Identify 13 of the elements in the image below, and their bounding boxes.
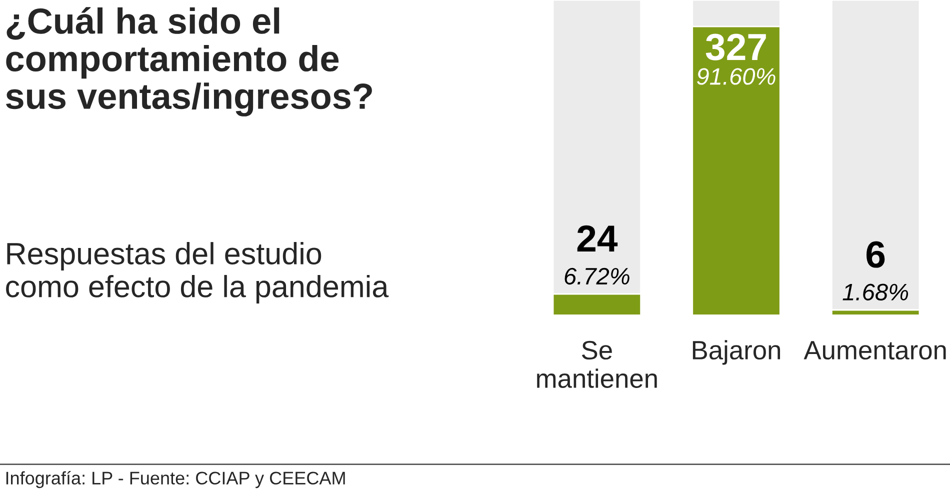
- text: Infografía: LP - Fuente: CCIAP y CEECAM: [6, 471, 345, 488]
- x-tick-label: Bajaron: [692, 340, 780, 365]
- annotation: 6.72%: [564, 268, 630, 285]
- x-tick-label: Se mantienen: [537, 340, 657, 388]
- text: ¿Cuál ha sido el comportamiento de sus ventas/ingresos?: [6, 7, 372, 116]
- data-label: 6: [866, 241, 885, 268]
- x-tick-label: Aumentaron: [804, 341, 946, 360]
- annotation: 1.68%: [842, 284, 908, 300]
- bar: [831, 0, 920, 311]
- data-label: 327: [706, 34, 766, 60]
- annotation: 91.60%: [697, 68, 776, 85]
- text: Respuestas del estudio como efecto de la pandemia: [6, 242, 389, 304]
- data-label: 24: [577, 225, 618, 252]
